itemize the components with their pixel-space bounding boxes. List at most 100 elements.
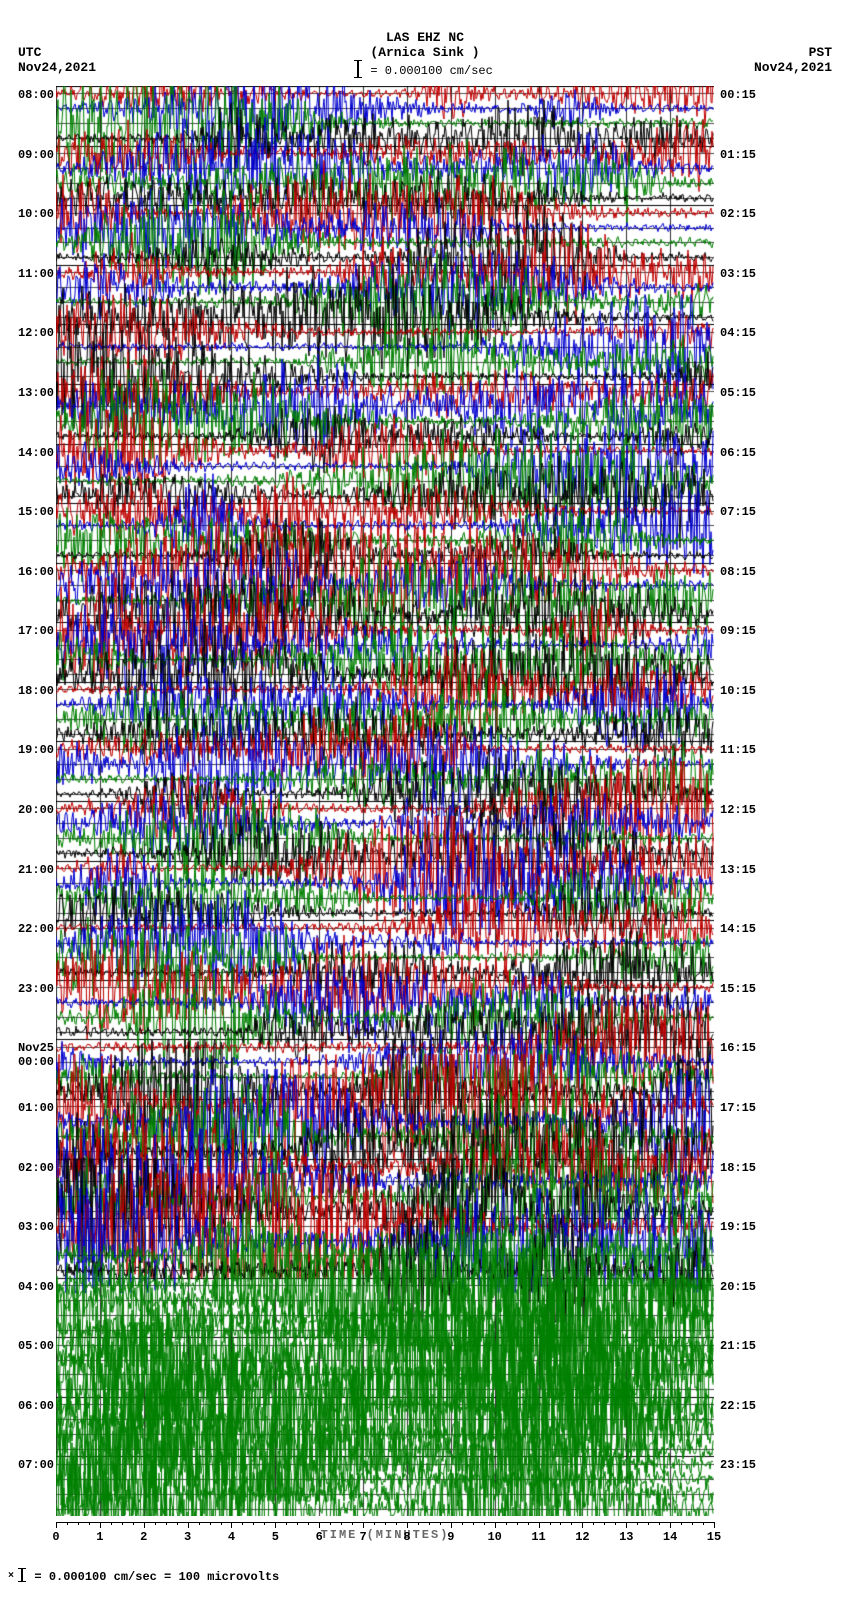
x-tick-label: 6 bbox=[316, 1530, 323, 1544]
x-minor-tick bbox=[385, 1522, 386, 1525]
x-minor-tick bbox=[221, 1522, 222, 1525]
x-minor-tick bbox=[177, 1522, 178, 1525]
plot-area bbox=[56, 86, 714, 1516]
x-tick-label: 1 bbox=[96, 1530, 103, 1544]
left-hour-label: Nov25 00:00 bbox=[18, 1041, 54, 1069]
x-tick bbox=[626, 1522, 627, 1528]
x-tick-label: 7 bbox=[359, 1530, 366, 1544]
x-minor-tick bbox=[560, 1522, 561, 1525]
x-tick-label: 3 bbox=[184, 1530, 191, 1544]
x-tick bbox=[319, 1522, 320, 1528]
right-hour-label: 05:15 bbox=[720, 386, 756, 400]
right-hour-label: 15:15 bbox=[720, 982, 756, 996]
right-hour-label: 00:15 bbox=[720, 88, 756, 102]
x-tick-label: 12 bbox=[575, 1530, 589, 1544]
left-hour-label: 09:00 bbox=[18, 148, 54, 162]
x-tick bbox=[451, 1522, 452, 1528]
x-tick-label: 0 bbox=[52, 1530, 59, 1544]
left-hour-label: 05:00 bbox=[18, 1339, 54, 1353]
x-tick-label: 15 bbox=[707, 1530, 721, 1544]
x-minor-tick bbox=[659, 1522, 660, 1525]
left-hour-label: 03:00 bbox=[18, 1220, 54, 1234]
x-tick-label: 5 bbox=[272, 1530, 279, 1544]
right-hour-label: 12:15 bbox=[720, 803, 756, 817]
left-hour-label: 14:00 bbox=[18, 446, 54, 460]
x-tick bbox=[582, 1522, 583, 1528]
left-hour-label: 10:00 bbox=[18, 207, 54, 221]
right-hour-label: 06:15 bbox=[720, 446, 756, 460]
x-tick bbox=[407, 1522, 408, 1528]
x-minor-tick bbox=[637, 1522, 638, 1525]
x-minor-tick bbox=[264, 1522, 265, 1525]
x-minor-tick bbox=[341, 1522, 342, 1525]
x-tick-label: 13 bbox=[619, 1530, 633, 1544]
x-minor-tick bbox=[604, 1522, 605, 1525]
x-minor-tick bbox=[681, 1522, 682, 1525]
x-minor-tick bbox=[528, 1522, 529, 1525]
x-minor-tick bbox=[78, 1522, 79, 1525]
x-tick bbox=[670, 1522, 671, 1528]
x-tick-label: 8 bbox=[403, 1530, 410, 1544]
right-hour-label: 22:15 bbox=[720, 1399, 756, 1413]
seismogram-page: LAS EHZ NC (Arnica Sink ) = 0.000100 cm/… bbox=[0, 0, 850, 1613]
x-axis: TIME (MINUTES) 0123456789101112131415 bbox=[56, 1522, 714, 1552]
x-tick bbox=[56, 1522, 57, 1528]
right-hour-label: 19:15 bbox=[720, 1220, 756, 1234]
x-minor-tick bbox=[418, 1522, 419, 1525]
x-minor-tick bbox=[440, 1522, 441, 1525]
right-hour-label: 09:15 bbox=[720, 624, 756, 638]
right-hour-label: 18:15 bbox=[720, 1161, 756, 1175]
x-minor-tick bbox=[330, 1522, 331, 1525]
right-hour-label: 07:15 bbox=[720, 505, 756, 519]
right-hour-label: 20:15 bbox=[720, 1280, 756, 1294]
left-hour-label: 13:00 bbox=[18, 386, 54, 400]
left-hour-label: 11:00 bbox=[18, 267, 54, 281]
x-minor-tick bbox=[133, 1522, 134, 1525]
x-minor-tick bbox=[210, 1522, 211, 1525]
right-hour-label: 16:15 bbox=[720, 1041, 756, 1055]
x-minor-tick bbox=[253, 1522, 254, 1525]
station-code: LAS EHZ NC bbox=[0, 30, 850, 45]
x-minor-tick bbox=[550, 1522, 551, 1525]
x-minor-tick bbox=[374, 1522, 375, 1525]
left-hour-label: 16:00 bbox=[18, 565, 54, 579]
right-hour-label: 14:15 bbox=[720, 922, 756, 936]
right-hour-label: 23:15 bbox=[720, 1458, 756, 1472]
right-hour-label: 11:15 bbox=[720, 743, 756, 757]
left-hour-label: 18:00 bbox=[18, 684, 54, 698]
scale-annotation: = 0.000100 cm/sec bbox=[0, 62, 850, 80]
right-hour-label: 21:15 bbox=[720, 1339, 756, 1353]
x-minor-tick bbox=[462, 1522, 463, 1525]
left-hour-label: 22:00 bbox=[18, 922, 54, 936]
right-time-labels: 00:1501:1502:1503:1504:1505:1506:1507:15… bbox=[720, 86, 762, 1516]
left-hour-label: 01:00 bbox=[18, 1101, 54, 1115]
header-right: PST Nov24,2021 bbox=[754, 45, 832, 75]
right-tz: PST bbox=[754, 45, 832, 60]
left-hour-label: 02:00 bbox=[18, 1161, 54, 1175]
right-hour-label: 08:15 bbox=[720, 565, 756, 579]
x-tick bbox=[714, 1522, 715, 1528]
left-hour-label: 08:00 bbox=[18, 88, 54, 102]
x-tick bbox=[495, 1522, 496, 1528]
header-left: UTC Nov24,2021 bbox=[18, 45, 96, 75]
x-minor-tick bbox=[703, 1522, 704, 1525]
x-minor-tick bbox=[67, 1522, 68, 1525]
x-minor-tick bbox=[155, 1522, 156, 1525]
x-minor-tick bbox=[352, 1522, 353, 1525]
x-tick bbox=[144, 1522, 145, 1528]
scale-bar-icon bbox=[357, 60, 359, 78]
x-minor-tick bbox=[297, 1522, 298, 1525]
x-axis-title: TIME (MINUTES) bbox=[56, 1528, 714, 1542]
right-hour-label: 13:15 bbox=[720, 863, 756, 877]
right-hour-label: 01:15 bbox=[720, 148, 756, 162]
left-hour-label: 12:00 bbox=[18, 326, 54, 340]
right-date: Nov24,2021 bbox=[754, 60, 832, 75]
x-minor-tick bbox=[308, 1522, 309, 1525]
right-hour-label: 04:15 bbox=[720, 326, 756, 340]
footer-scale: × = 0.000100 cm/sec = 100 microvolts bbox=[8, 1570, 279, 1584]
x-minor-tick bbox=[242, 1522, 243, 1525]
x-minor-tick bbox=[286, 1522, 287, 1525]
x-minor-tick bbox=[166, 1522, 167, 1525]
x-tick bbox=[275, 1522, 276, 1528]
left-hour-label: 23:00 bbox=[18, 982, 54, 996]
